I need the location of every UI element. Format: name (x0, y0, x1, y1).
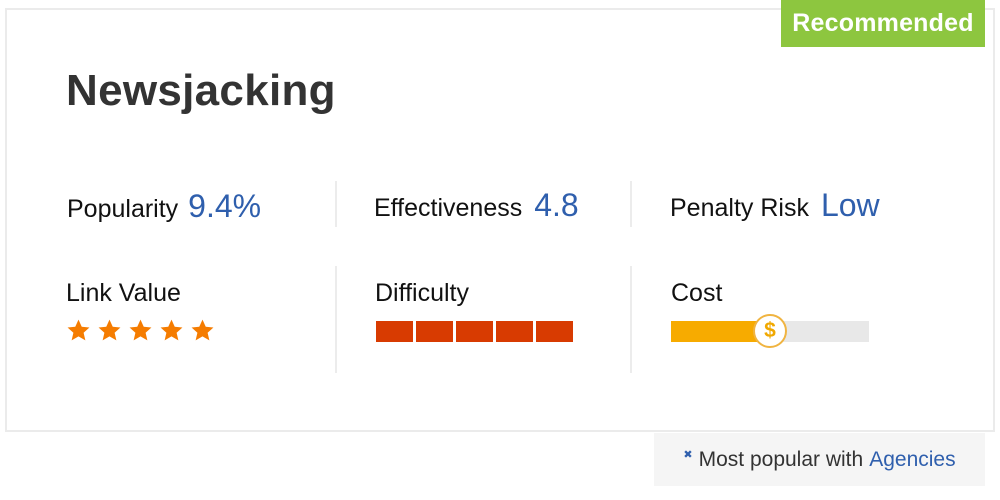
difficulty-segment (456, 321, 493, 342)
penalty-risk-metric: Penalty Risk Low (670, 187, 880, 224)
star-icon (191, 319, 214, 341)
most-popular-footer: ✖ Most popular with Agencies (654, 433, 985, 486)
separator (630, 266, 632, 373)
star-icon (98, 319, 121, 341)
star-icon (160, 319, 183, 341)
popularity-metric: Popularity 9.4% (67, 188, 261, 225)
effectiveness-value: 4.8 (534, 187, 579, 223)
cost-bar-fill (671, 321, 761, 342)
difficulty-segment (416, 321, 453, 342)
audience-link[interactable]: Agencies (869, 447, 956, 471)
difficulty-label: Difficulty (375, 279, 470, 307)
penalty-risk-value: Low (820, 187, 880, 223)
dollar-icon: $ (753, 314, 787, 348)
difficulty-segment (496, 321, 533, 342)
effectiveness-label: Effectiveness (374, 194, 523, 222)
popularity-value: 9.4% (188, 188, 262, 224)
difficulty-segment (536, 321, 573, 342)
separator (335, 181, 337, 227)
separator (335, 266, 337, 373)
strategy-card (5, 8, 995, 432)
link-value-stars (66, 318, 215, 343)
penalty-risk-label: Penalty Risk (670, 194, 809, 222)
star-icon (67, 319, 90, 341)
popularity-label: Popularity (67, 195, 179, 223)
star-icon (129, 319, 152, 341)
link-value-label: Link Value (66, 279, 181, 307)
difficulty-segment (376, 321, 413, 342)
difficulty-bar (376, 321, 573, 342)
recommended-badge: Recommended (781, 0, 985, 47)
most-popular-text: Most popular with (698, 447, 864, 471)
x-mark-icon: ✖ (683, 449, 693, 461)
cost-label: Cost (671, 279, 723, 307)
separator (630, 181, 632, 227)
effectiveness-metric: Effectiveness 4.8 (374, 187, 579, 224)
strategy-title: Newsjacking (66, 66, 336, 115)
